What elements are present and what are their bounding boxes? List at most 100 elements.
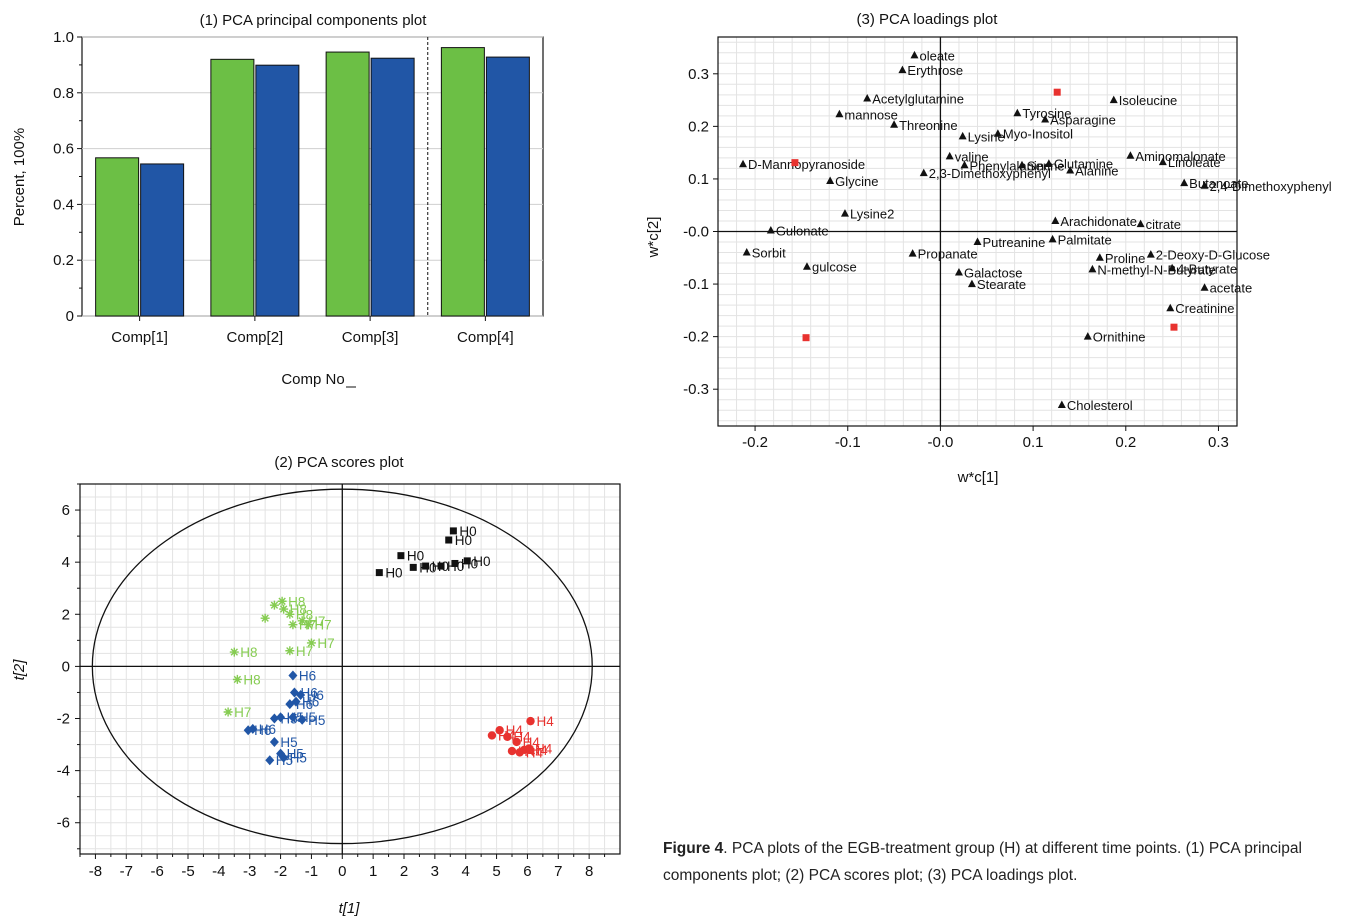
loading-variable-label: Phenylalanine (970, 158, 1052, 173)
loadings-scatter-plot: (3) PCA loadings plot -0.2 -0.1 -0.0 0.1 0.2… (645, 11, 1332, 486)
score-point-label: H5 (280, 712, 297, 727)
loading-variable-marker (739, 159, 748, 168)
score-point-diamond (288, 670, 298, 681)
loadings-ytick-label: -0.3 (683, 381, 709, 398)
loading-variable-label: 4-Butyrate (1177, 261, 1237, 276)
score-point-asterisk (303, 620, 313, 630)
loading-variable-label: Linoleate (1168, 155, 1221, 170)
scores-ytick-label: 0 (62, 658, 70, 675)
score-point-asterisk (297, 616, 307, 626)
loading-variable-marker (1200, 283, 1209, 291)
scores-xtick-label: 1 (369, 863, 377, 880)
loading-variable-label: Stearate (977, 277, 1026, 292)
scores-xtick-label: -6 (150, 863, 163, 880)
loading-variable-label: Asparagine (1050, 113, 1116, 128)
loading-variable-marker (1048, 234, 1057, 243)
scores-ytick-label: -4 (57, 763, 70, 780)
loading-variable-label: N-methyl-N-Butyrate (1097, 262, 1215, 277)
bar-ytick-label: 0.4 (53, 196, 74, 213)
loading-variable-label: acetate (1210, 281, 1253, 296)
bar (440, 47, 485, 317)
scores-plot-ylabel: t[2] (11, 659, 28, 681)
score-point-diamond (243, 725, 253, 736)
score-point-label: H6 (307, 688, 324, 703)
loading-variable-marker (835, 109, 844, 118)
loading-variable-marker (826, 176, 835, 185)
score-point-asterisk (306, 638, 316, 648)
loading-variable-label: Aminomalonate (1135, 149, 1225, 164)
bar-ytick-label: 1.0 (53, 29, 74, 46)
scores-xtick-label: 8 (585, 863, 593, 880)
scores-plot-title: (2) PCA scores plot (274, 454, 404, 471)
loadings-plot-title: (3) PCA loadings plot (857, 11, 999, 28)
scores-xtick-label: -1 (305, 863, 318, 880)
loading-variable-marker (1051, 216, 1060, 224)
caption-label: Figure 4 (663, 840, 724, 857)
score-point-label: H7 (314, 618, 331, 633)
loading-variable-label: valine (955, 149, 989, 164)
scores-scatter-plot: (2) PCA scores plot -8 -7 -6 -5 -4 -3 -2 -1 0 1 2 3… (11, 454, 621, 917)
loadings-ytick-label: -0.2 (683, 329, 709, 346)
score-point-circle (524, 744, 534, 753)
scores-ytick-label: 4 (62, 554, 70, 571)
score-point-label: H6 (259, 722, 276, 737)
loading-variable-label: Galactose (964, 266, 1023, 281)
bar (210, 58, 255, 317)
loading-variable-label: Propanate (918, 247, 978, 262)
score-point-square (449, 527, 457, 535)
loadings-ytick-label: -0.0 (683, 224, 709, 241)
scores-xtick-label: -8 (89, 863, 102, 880)
loading-variable-marker (1095, 253, 1104, 261)
scores-xtick-label: 5 (492, 863, 500, 880)
caption-text: . PCA plots of the EGB-treatment group (… (663, 840, 1302, 884)
loadings-xtick-label: -0.1 (835, 434, 861, 451)
score-point-label: H5 (290, 751, 307, 766)
score-point-label: H6 (300, 685, 317, 700)
loading-variable-label: Tyrosine (1022, 106, 1071, 121)
loadings-xtick-label: -0.0 (927, 434, 953, 451)
loading-variable-label: Gulonate (776, 223, 829, 238)
score-point-asterisk (223, 707, 233, 717)
bar-ytick-label: 0 (66, 308, 74, 325)
scores-xtick-label: -5 (181, 863, 194, 880)
score-point-label: H7 (234, 705, 251, 720)
loadings-xtick-label: 0.2 (1115, 434, 1136, 451)
loading-variable-marker (958, 131, 967, 140)
score-point-square (451, 559, 459, 567)
loadings-xtick-label: 0.1 (1023, 434, 1044, 451)
score-point-label: H0 (473, 554, 490, 569)
score-point-asterisk (260, 613, 270, 623)
scores-xtick-label: 6 (523, 863, 531, 880)
score-point-label: H6 (254, 723, 271, 738)
loading-variable-label: Putreanine (983, 235, 1046, 250)
scores-ytick-label: 2 (62, 606, 70, 623)
loading-variable-marker (967, 279, 976, 288)
score-point-circle (503, 732, 512, 741)
loading-variable-label: gulcose (812, 260, 857, 275)
loading-variable-label: D-Mannopyranoside (748, 157, 865, 172)
score-point-label: H5 (287, 747, 304, 762)
loading-observation-marker (791, 159, 799, 167)
loading-variable-marker (1158, 157, 1167, 166)
score-point-diamond (269, 713, 279, 724)
loading-variable-marker (898, 65, 907, 74)
score-point-asterisk (285, 609, 295, 619)
loading-variable-label: citrate (1146, 217, 1181, 232)
score-point-label: H6 (296, 697, 313, 712)
loading-variable-label: Acetylglutamine (872, 92, 964, 107)
score-point-circle (495, 726, 504, 735)
loading-variable-label: Arachidonate (1060, 214, 1137, 229)
loading-variable-marker (840, 209, 849, 217)
score-point-label: H8 (288, 594, 305, 609)
figure-caption: Figure 4. PCA plots of the EGB-treatment… (663, 835, 1367, 889)
loading-variable-label: Threonine (899, 118, 958, 133)
scores-xtick-label: 3 (431, 863, 439, 880)
score-point-square (422, 562, 430, 570)
loadings-plot-ylabel: w*c[2] (645, 217, 662, 259)
loading-variable-marker (1126, 151, 1135, 159)
bar-ytick-label: 0.8 (53, 85, 74, 102)
loadings-ytick-label: 0.1 (688, 171, 709, 188)
scores-xtick-label: 0 (338, 863, 346, 880)
loading-variable-marker (960, 160, 969, 169)
score-point-label: H8 (290, 602, 307, 617)
